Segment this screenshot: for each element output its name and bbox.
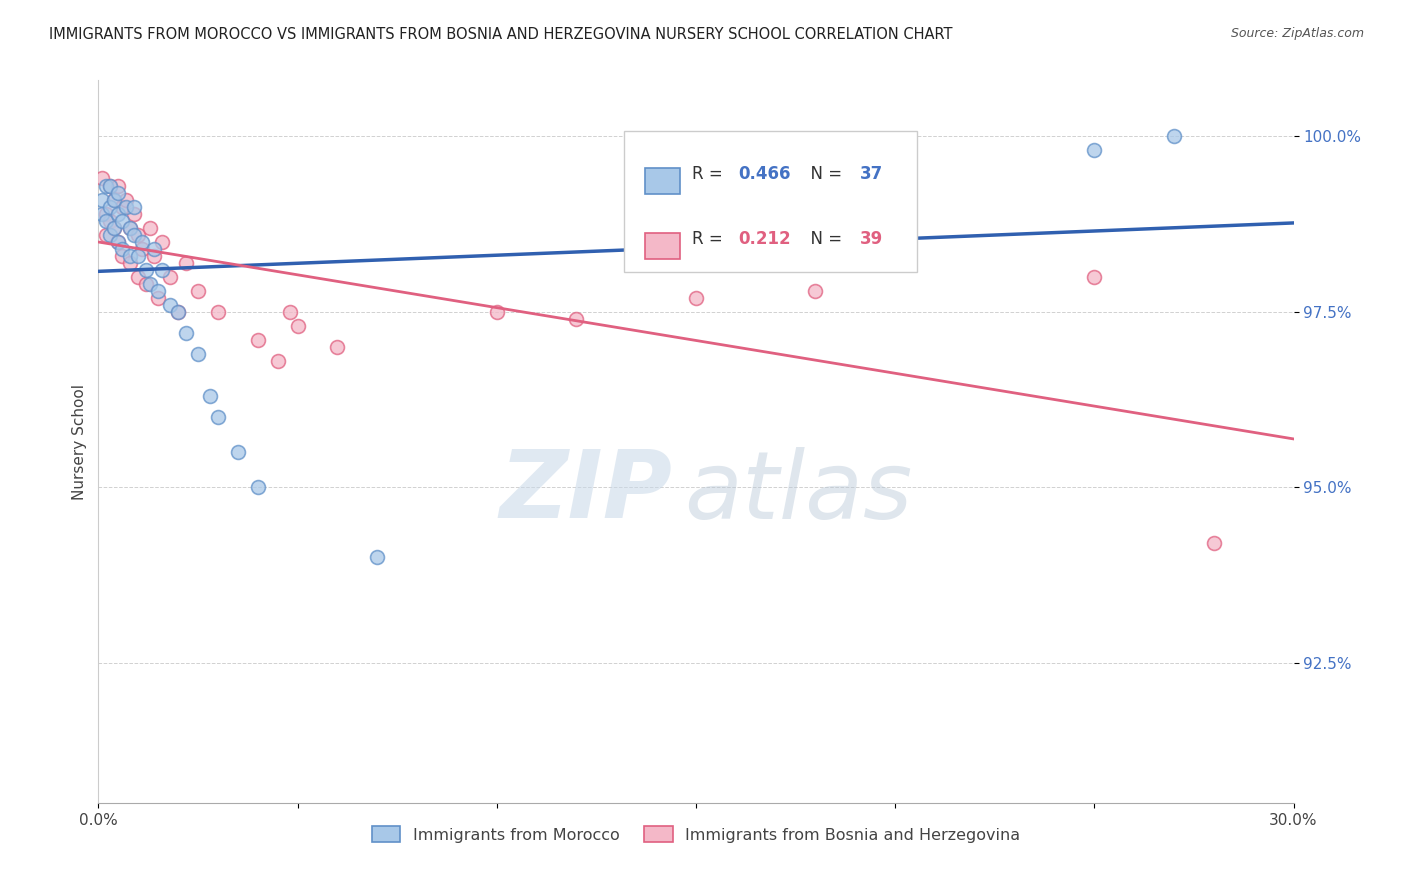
FancyBboxPatch shape bbox=[644, 169, 681, 194]
Point bbox=[174, 255, 197, 269]
Point bbox=[115, 200, 138, 214]
Point bbox=[96, 206, 118, 220]
Legend: Immigrants from Morocco, Immigrants from Bosnia and Herzegovina: Immigrants from Morocco, Immigrants from… bbox=[366, 820, 1026, 849]
Point bbox=[127, 227, 149, 242]
Point bbox=[135, 262, 157, 277]
Point bbox=[187, 284, 209, 298]
Point bbox=[1083, 144, 1105, 158]
Point bbox=[107, 178, 129, 193]
Point bbox=[96, 227, 118, 242]
Text: Source: ZipAtlas.com: Source: ZipAtlas.com bbox=[1230, 27, 1364, 40]
Point bbox=[98, 200, 122, 214]
Point bbox=[98, 178, 122, 193]
Point bbox=[111, 242, 134, 256]
Point bbox=[174, 326, 197, 340]
Y-axis label: Nursery School: Nursery School bbox=[72, 384, 87, 500]
Point bbox=[267, 354, 290, 368]
Point bbox=[159, 269, 181, 284]
Point bbox=[804, 284, 827, 298]
Point bbox=[148, 284, 170, 298]
Point bbox=[98, 213, 122, 227]
Text: R =: R = bbox=[692, 230, 728, 248]
Point bbox=[124, 206, 146, 220]
Point bbox=[1202, 536, 1225, 550]
Point bbox=[366, 550, 388, 565]
Point bbox=[111, 200, 134, 214]
Point bbox=[107, 235, 129, 249]
Point bbox=[96, 178, 118, 193]
Point bbox=[120, 255, 142, 269]
Point bbox=[246, 480, 269, 494]
Point bbox=[198, 389, 221, 403]
Text: atlas: atlas bbox=[685, 447, 912, 538]
Text: N =: N = bbox=[800, 230, 848, 248]
Point bbox=[226, 445, 249, 459]
Point bbox=[127, 249, 149, 263]
Point bbox=[207, 409, 229, 424]
Point bbox=[120, 220, 142, 235]
Text: R =: R = bbox=[692, 165, 728, 183]
FancyBboxPatch shape bbox=[644, 234, 681, 260]
Point bbox=[150, 235, 173, 249]
Point bbox=[148, 291, 170, 305]
FancyBboxPatch shape bbox=[624, 131, 917, 272]
Point bbox=[167, 305, 190, 319]
Point bbox=[1163, 129, 1185, 144]
Point bbox=[120, 220, 142, 235]
Point bbox=[103, 220, 125, 235]
Point bbox=[1083, 269, 1105, 284]
Text: N =: N = bbox=[800, 165, 848, 183]
Point bbox=[127, 269, 149, 284]
Point bbox=[115, 193, 138, 207]
Point bbox=[98, 178, 122, 193]
Point bbox=[103, 220, 125, 235]
Point bbox=[685, 291, 707, 305]
Point bbox=[150, 262, 173, 277]
Point bbox=[124, 227, 146, 242]
Point bbox=[143, 249, 166, 263]
Point bbox=[207, 305, 229, 319]
Point bbox=[91, 193, 114, 207]
Point bbox=[485, 305, 508, 319]
Point bbox=[131, 242, 153, 256]
Text: IMMIGRANTS FROM MOROCCO VS IMMIGRANTS FROM BOSNIA AND HERZEGOVINA NURSERY SCHOOL: IMMIGRANTS FROM MOROCCO VS IMMIGRANTS FR… bbox=[49, 27, 953, 42]
Point bbox=[120, 249, 142, 263]
Text: 0.466: 0.466 bbox=[738, 165, 790, 183]
Point bbox=[139, 220, 162, 235]
Point bbox=[107, 206, 129, 220]
Point bbox=[246, 333, 269, 347]
Point bbox=[111, 213, 134, 227]
Point bbox=[565, 311, 588, 326]
Point bbox=[103, 193, 125, 207]
Point bbox=[107, 235, 129, 249]
Text: ZIP: ZIP bbox=[499, 446, 672, 538]
Point bbox=[143, 242, 166, 256]
Point bbox=[187, 347, 209, 361]
Point bbox=[107, 186, 129, 200]
Point bbox=[287, 318, 309, 333]
Point bbox=[91, 171, 114, 186]
Point bbox=[98, 227, 122, 242]
Text: 0.212: 0.212 bbox=[738, 230, 790, 248]
Text: 37: 37 bbox=[859, 165, 883, 183]
Point bbox=[96, 213, 118, 227]
Text: 39: 39 bbox=[859, 230, 883, 248]
Point bbox=[167, 305, 190, 319]
Point bbox=[91, 206, 114, 220]
Point bbox=[111, 249, 134, 263]
Point bbox=[135, 277, 157, 291]
Point bbox=[278, 305, 301, 319]
Point bbox=[103, 193, 125, 207]
Point bbox=[159, 298, 181, 312]
Point bbox=[124, 200, 146, 214]
Point bbox=[131, 235, 153, 249]
Point bbox=[139, 277, 162, 291]
Point bbox=[326, 340, 349, 354]
